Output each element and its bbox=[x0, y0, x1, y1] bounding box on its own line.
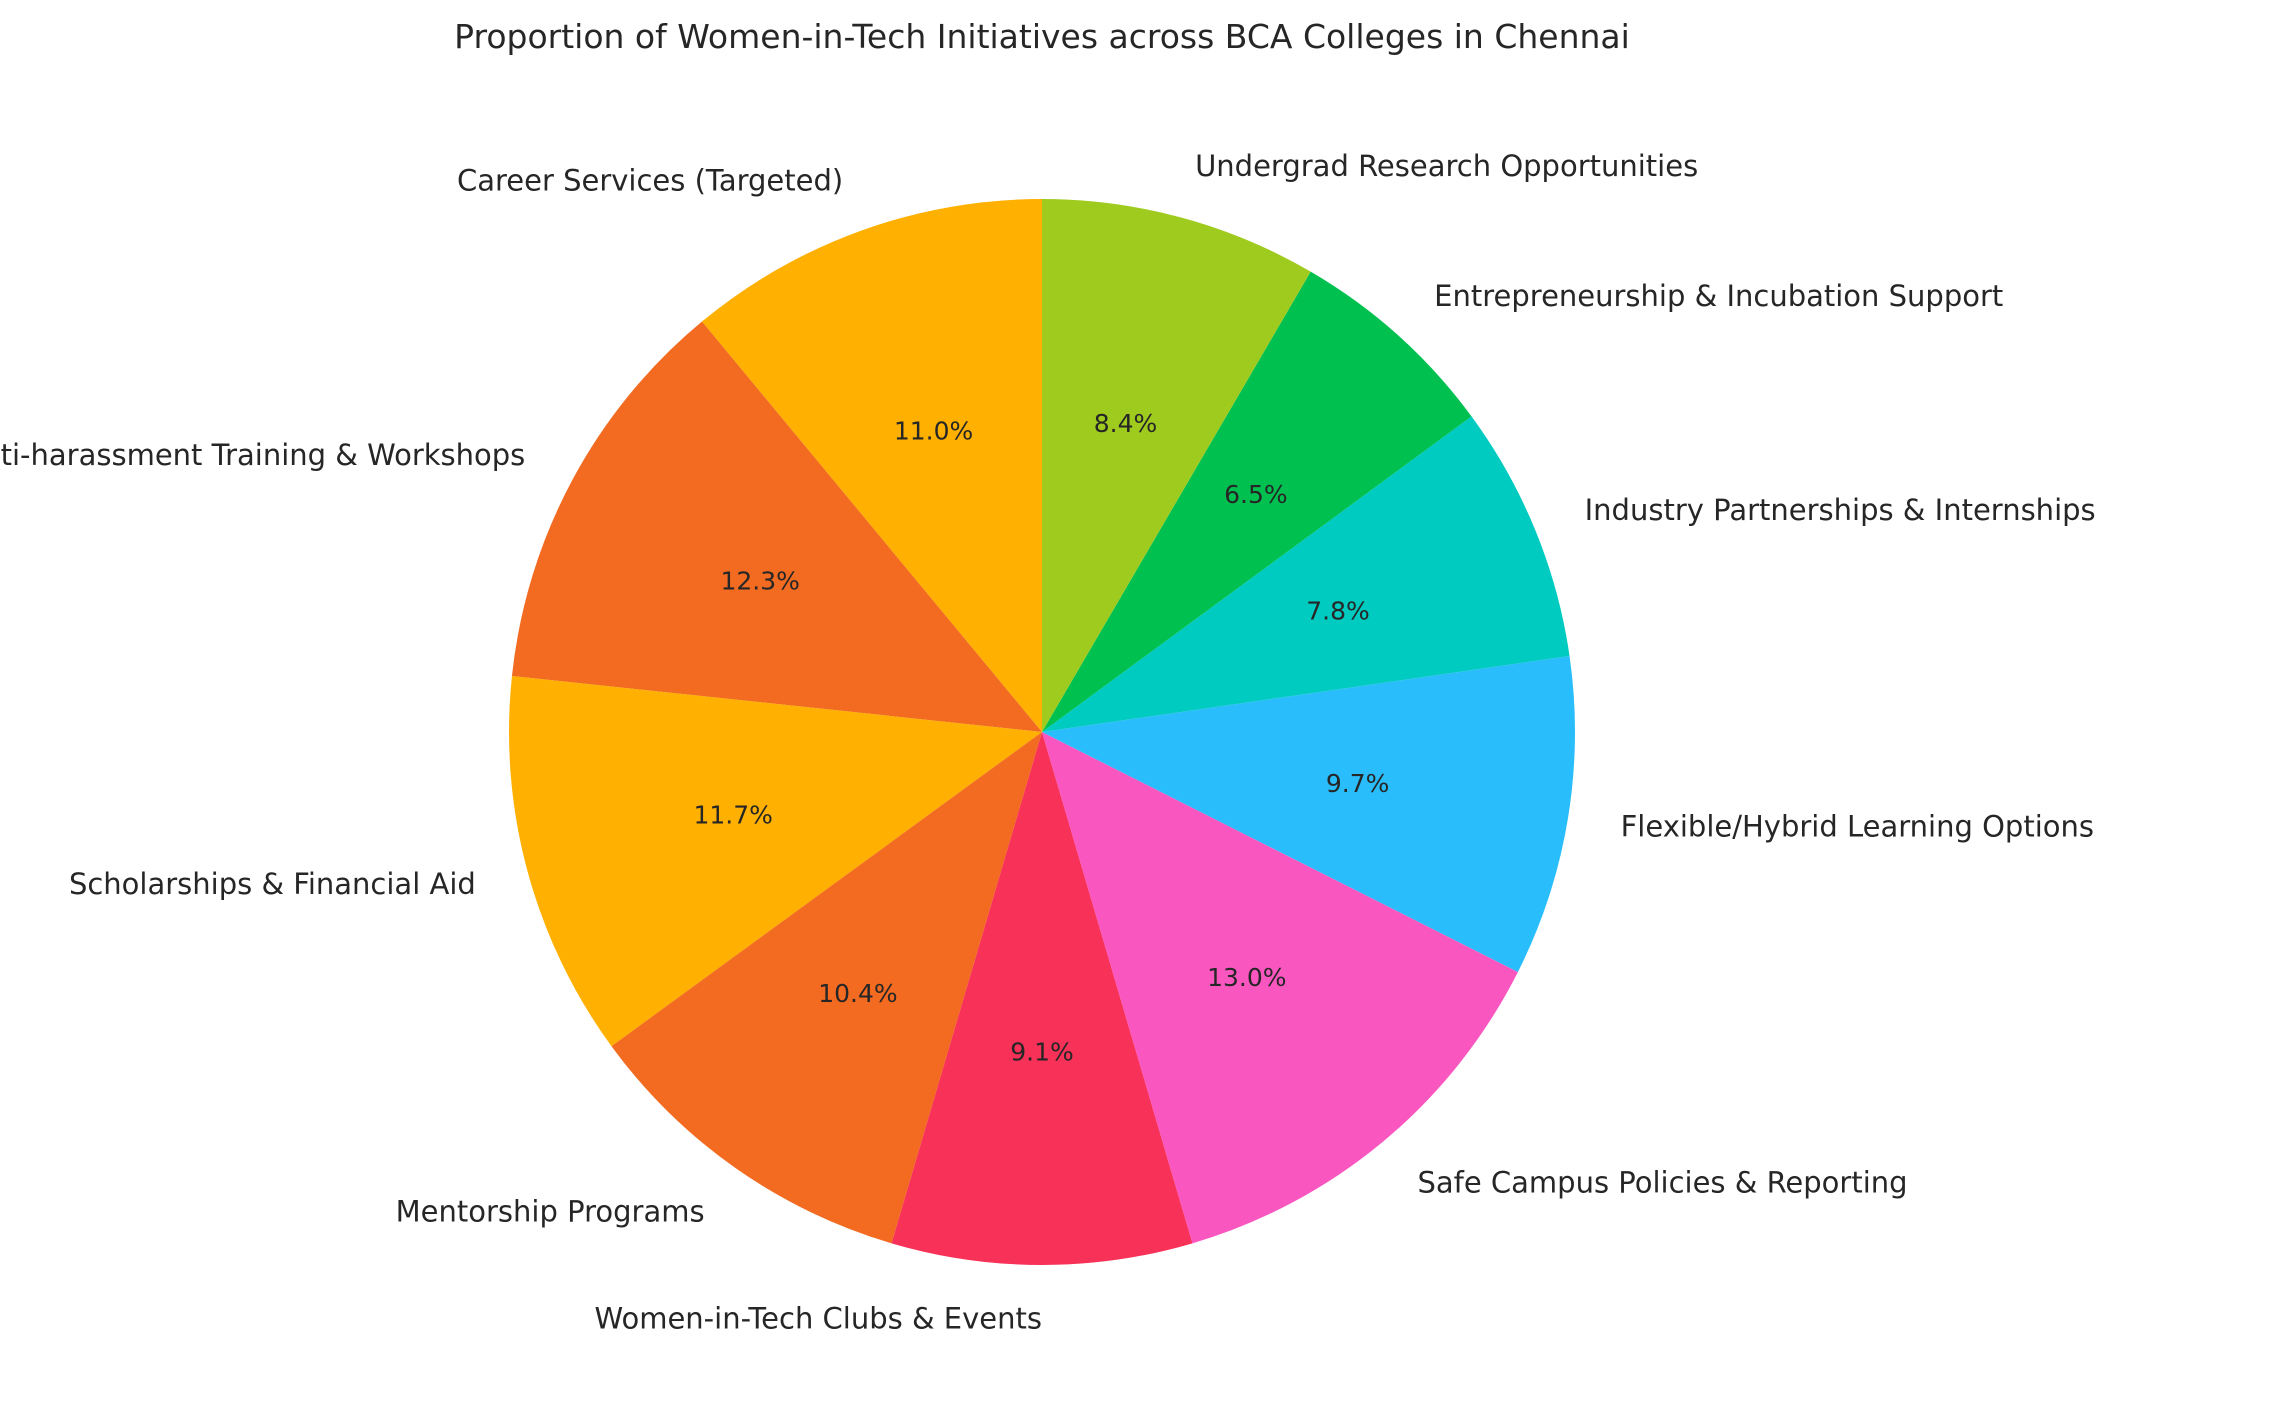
percent-label: 11.7% bbox=[693, 801, 772, 830]
pie-slice-undergrad-research-opportunities bbox=[1042, 199, 1311, 732]
percent-labels: 11.0% 12.3% 11.7% 10.4% 9.1% 13.0% 9.7% 7.8% 6.5… bbox=[693, 409, 1389, 1067]
category-label: Women-in-Tech Clubs & Events bbox=[594, 1301, 1042, 1335]
percent-label: 12.3% bbox=[720, 566, 799, 595]
percent-label: 13.0% bbox=[1207, 963, 1286, 992]
percent-label: 7.8% bbox=[1306, 596, 1370, 625]
category-labels: Career Services (Targeted) Anti-harassmen… bbox=[0, 149, 2096, 1335]
pie-slice-entrepreneurship-incubation-support bbox=[1042, 271, 1472, 732]
chart-title: Proportion of Women-in-Tech Initiatives … bbox=[454, 17, 1630, 56]
percent-label: 9.1% bbox=[1010, 1037, 1074, 1066]
pie-slice-career-services-targeted bbox=[701, 199, 1042, 732]
pie-slice-flexible-hybrid-learning-options bbox=[1042, 655, 1575, 972]
category-label: Safe Campus Policies & Reporting bbox=[1417, 1165, 1907, 1199]
pie-slice-industry-partnerships-internships bbox=[1042, 416, 1570, 732]
pie-slices bbox=[509, 199, 1575, 1265]
percent-label: 10.4% bbox=[818, 979, 897, 1008]
percent-label: 9.7% bbox=[1326, 769, 1390, 798]
pie-slice-anti-harassment-training-workshops bbox=[511, 321, 1043, 732]
percent-label: 6.5% bbox=[1224, 480, 1288, 509]
percent-label: 11.0% bbox=[894, 417, 973, 446]
category-label: Anti-harassment Training & Workshops bbox=[0, 438, 525, 472]
pie-slice-safe-campus-policies-reporting bbox=[1042, 732, 1518, 1244]
pie-slice-mentorship-programs bbox=[611, 732, 1042, 1244]
pie-slice-scholarships-financial-aid bbox=[509, 675, 1042, 1047]
category-label: Flexible/Hybrid Learning Options bbox=[1621, 810, 2094, 844]
category-label: Career Services (Targeted) bbox=[457, 163, 843, 197]
percent-label: 8.4% bbox=[1094, 409, 1158, 438]
category-label: Mentorship Programs bbox=[396, 1194, 705, 1228]
category-label: Scholarships & Financial Aid bbox=[69, 867, 476, 901]
category-label: Entrepreneurship & Incubation Support bbox=[1434, 279, 2003, 313]
pie-slice-women-in-tech-clubs-events bbox=[891, 732, 1193, 1265]
category-label: Industry Partnerships & Internships bbox=[1585, 493, 2096, 527]
category-label: Undergrad Research Opportunities bbox=[1195, 149, 1698, 183]
